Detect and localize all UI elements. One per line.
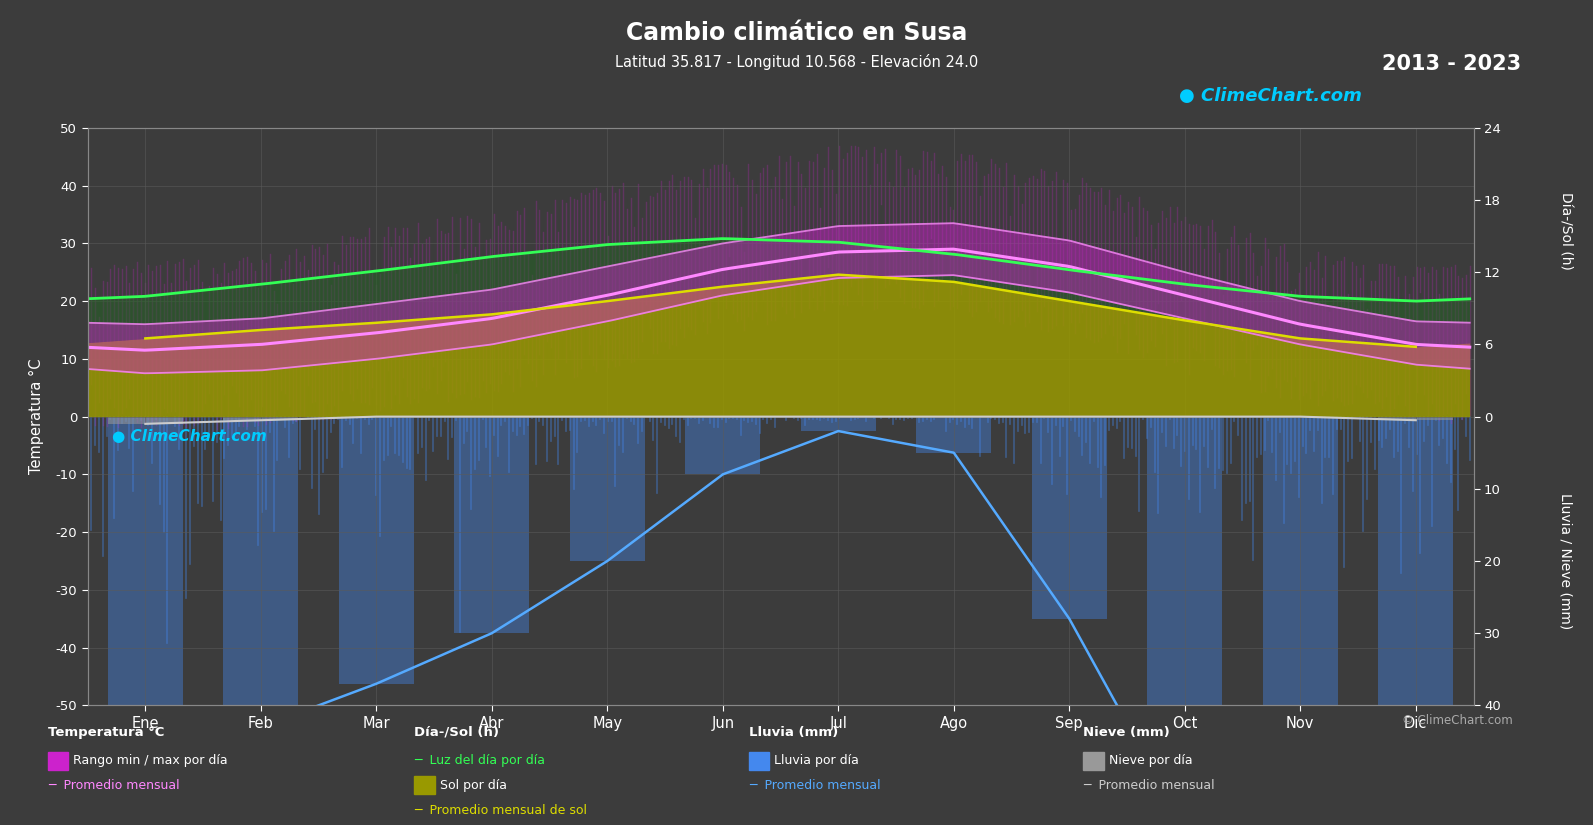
Bar	[1378, 417, 1453, 420]
Bar	[223, 417, 298, 727]
Text: Día-/Sol (h): Día-/Sol (h)	[414, 726, 499, 739]
Text: Lluvia por día: Lluvia por día	[774, 754, 859, 767]
Bar	[1378, 417, 1453, 825]
Text: 2013 - 2023: 2013 - 2023	[1383, 54, 1521, 73]
Text: ─  Luz del día por día: ─ Luz del día por día	[414, 754, 545, 767]
Text: Temperatura °C: Temperatura °C	[48, 726, 164, 739]
Bar	[570, 417, 645, 561]
Text: Latitud 35.817 - Longitud 10.568 - Elevación 24.0: Latitud 35.817 - Longitud 10.568 - Eleva…	[615, 54, 978, 69]
Bar	[108, 417, 183, 424]
Bar	[1263, 417, 1338, 792]
Bar	[339, 417, 414, 684]
Text: ─  Promedio mensual: ─ Promedio mensual	[48, 779, 180, 792]
Text: © ClimeChart.com: © ClimeChart.com	[1402, 714, 1513, 727]
Text: Nieve (mm): Nieve (mm)	[1083, 726, 1169, 739]
Text: Lluvia / Nieve (mm): Lluvia / Nieve (mm)	[1560, 493, 1572, 629]
Text: Cambio climático en Susa: Cambio climático en Susa	[626, 21, 967, 45]
Text: Día-/Sol (h): Día-/Sol (h)	[1560, 192, 1572, 270]
Text: Lluvia (mm): Lluvia (mm)	[749, 726, 838, 739]
Text: Sol por día: Sol por día	[440, 779, 507, 792]
Text: Rango min / max por día: Rango min / max por día	[73, 754, 228, 767]
Text: ● ClimeChart.com: ● ClimeChart.com	[112, 429, 266, 444]
Text: ─  Promedio mensual: ─ Promedio mensual	[749, 779, 881, 792]
Bar	[801, 417, 876, 431]
Y-axis label: Temperatura °C: Temperatura °C	[29, 359, 45, 474]
Bar	[108, 417, 183, 792]
Text: ─  Promedio mensual de sol: ─ Promedio mensual de sol	[414, 804, 588, 817]
Text: Nieve por día: Nieve por día	[1109, 754, 1192, 767]
Bar	[223, 417, 298, 420]
Text: ● ClimeChart.com: ● ClimeChart.com	[1179, 87, 1362, 105]
Bar	[916, 417, 991, 453]
Text: ─  Promedio mensual: ─ Promedio mensual	[1083, 779, 1215, 792]
Bar	[1147, 417, 1222, 825]
Bar	[454, 417, 529, 634]
Bar	[1032, 417, 1107, 619]
Bar	[685, 417, 760, 474]
